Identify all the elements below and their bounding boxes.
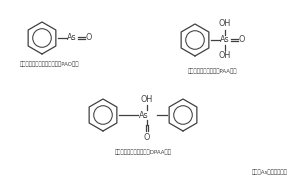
Text: O: O bbox=[238, 35, 245, 45]
Text: ジフェニルアルシン酸（DPAA　）: ジフェニルアルシン酸（DPAA ） bbox=[114, 149, 171, 155]
Text: OH: OH bbox=[219, 52, 231, 60]
Text: OH: OH bbox=[141, 94, 153, 104]
Text: As: As bbox=[67, 33, 77, 43]
Text: フェニルアルソン酸（PAA　）: フェニルアルソン酸（PAA ） bbox=[188, 68, 238, 74]
Text: O: O bbox=[86, 33, 92, 43]
Text: As: As bbox=[220, 35, 230, 45]
Text: O: O bbox=[144, 132, 150, 141]
Text: フェニルアルシンオキシド（PAO　）: フェニルアルシンオキシド（PAO ） bbox=[20, 61, 80, 67]
Text: （注）Asはヒ素を表す: （注）Asはヒ素を表す bbox=[252, 169, 288, 175]
Text: As: As bbox=[139, 110, 149, 120]
Text: OH: OH bbox=[219, 19, 231, 29]
